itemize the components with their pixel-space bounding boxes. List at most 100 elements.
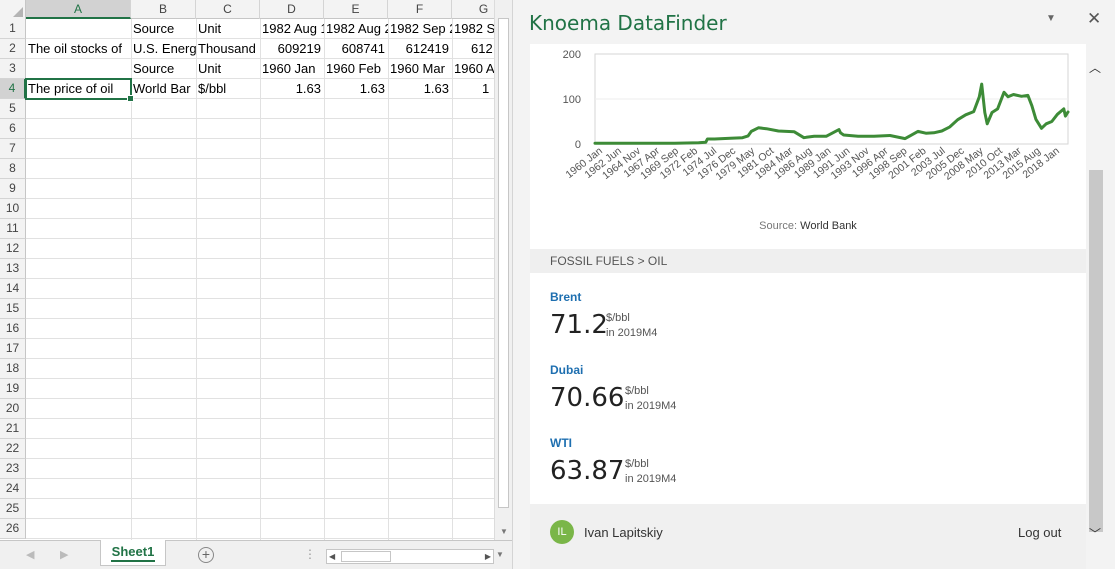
- cell-e3[interactable]: 1960 Feb: [326, 61, 381, 76]
- row-header[interactable]: 17: [0, 339, 26, 359]
- scroll-down-icon[interactable]: ▼: [500, 527, 508, 536]
- row-header[interactable]: 4: [0, 79, 26, 99]
- cell-b2[interactable]: U.S. Energ: [133, 41, 196, 56]
- price-period: in 2019M4: [625, 473, 677, 485]
- row-header[interactable]: 21: [0, 419, 26, 439]
- horizontal-scrollbar[interactable]: ◀ ▶: [326, 549, 494, 564]
- logout-link[interactable]: Log out: [1018, 525, 1062, 540]
- row-header[interactable]: 5: [0, 99, 26, 119]
- cell-b1[interactable]: Source: [133, 21, 175, 36]
- select-all-corner[interactable]: [0, 0, 26, 19]
- chevron-down-icon[interactable]: ﹀: [1089, 527, 1102, 541]
- gridline: [324, 19, 325, 540]
- row-header[interactable]: 10: [0, 199, 26, 219]
- scroll-right-icon[interactable]: ▶: [484, 552, 491, 561]
- breadcrumb[interactable]: FOSSIL FUELS > OIL: [530, 249, 1086, 273]
- row-header[interactable]: 26: [0, 519, 26, 539]
- row-header[interactable]: 23: [0, 459, 26, 479]
- series-line: [593, 82, 1070, 145]
- column-header-c[interactable]: C: [196, 0, 260, 19]
- column-header-e[interactable]: E: [324, 0, 388, 19]
- row-header[interactable]: 19: [0, 379, 26, 399]
- vertical-scrollbar[interactable]: ▼: [494, 0, 512, 540]
- price-value: 70.66: [550, 383, 625, 413]
- cell-c2[interactable]: Thousand: [198, 41, 256, 56]
- row-header[interactable]: 1: [0, 19, 26, 39]
- cell-grid[interactable]: A B C D E F G 1 2 3 4 5 6 7 8 9 10 11 12 13 14 15 16 17 1…: [0, 0, 494, 540]
- cell-g4[interactable]: 1: [482, 81, 490, 96]
- horizontal-scrollbar-thumb[interactable]: [341, 551, 391, 562]
- gridline: [196, 19, 197, 540]
- cell-e1[interactable]: 1982 Aug 2: [326, 21, 388, 36]
- cell-f2[interactable]: 612419: [405, 41, 449, 56]
- cell-b4[interactable]: World Bar: [133, 81, 191, 96]
- row-header[interactable]: 11: [0, 219, 26, 239]
- splitter-handle-icon[interactable]: ⋮: [304, 547, 316, 561]
- scroll-down-corner-icon[interactable]: ▼: [496, 550, 504, 559]
- cell-b3[interactable]: Source: [133, 61, 175, 76]
- scroll-left-icon[interactable]: ◀: [329, 552, 336, 561]
- task-pane: Knoema DataFinder ▼ ✕ 0 100 200 1960 Jan 196…: [512, 0, 1115, 569]
- cell-f1[interactable]: 1982 Sep 2: [390, 21, 452, 36]
- row-header[interactable]: 7: [0, 139, 26, 159]
- scrollbar-thumb[interactable]: [498, 18, 509, 508]
- gridline: [260, 19, 261, 540]
- row-header[interactable]: 22: [0, 439, 26, 459]
- cell-g1[interactable]: 1982 S: [454, 21, 494, 36]
- user-footer: IL Ivan Lapitskiy Log out: [530, 504, 1086, 569]
- cell-d1[interactable]: 1982 Aug 1: [262, 21, 324, 36]
- tab-prev-icon[interactable]: ◀: [26, 549, 35, 561]
- chart-source: Source: World Bank: [530, 220, 1086, 232]
- price-name[interactable]: WTI: [550, 436, 572, 450]
- column-header-a[interactable]: A: [26, 0, 131, 19]
- row-header[interactable]: 25: [0, 499, 26, 519]
- price-name[interactable]: Dubai: [550, 363, 584, 377]
- row-header[interactable]: 18: [0, 359, 26, 379]
- pane-scrollbar[interactable]: ︿ ﹀: [1086, 44, 1106, 550]
- cell-d2[interactable]: 609219: [277, 41, 321, 56]
- sheet-tab[interactable]: Sheet1: [100, 540, 166, 566]
- cell-d4[interactable]: 1.63: [295, 81, 321, 96]
- source-name[interactable]: World Bank: [800, 220, 857, 232]
- cell-e2[interactable]: 608741: [341, 41, 385, 56]
- source-label: Source:: [759, 220, 798, 232]
- pane-scrollbar-thumb[interactable]: [1089, 170, 1103, 532]
- user-name: Ivan Lapitskiy: [584, 525, 663, 540]
- row-header[interactable]: 13: [0, 259, 26, 279]
- row-header[interactable]: 15: [0, 299, 26, 319]
- chevron-down-icon[interactable]: ▼: [1046, 13, 1056, 24]
- cell-c4[interactable]: $/bbl: [198, 81, 227, 96]
- price-dubai[interactable]: Dubai 70.66 $/bbl in 2019M4: [550, 363, 676, 413]
- column-header-b[interactable]: B: [131, 0, 196, 19]
- row-header[interactable]: 24: [0, 479, 26, 499]
- price-name[interactable]: Brent: [550, 290, 582, 304]
- row-header[interactable]: 16: [0, 319, 26, 339]
- close-icon[interactable]: ✕: [1087, 9, 1102, 28]
- row-header[interactable]: 12: [0, 239, 26, 259]
- column-header-d[interactable]: D: [260, 0, 324, 19]
- chevron-up-icon[interactable]: ︿: [1089, 61, 1102, 75]
- row-header[interactable]: 3: [0, 59, 26, 79]
- price-brent[interactable]: Brent 71.2 $/bbl in 2019M4: [550, 290, 657, 340]
- column-header-g[interactable]: G: [452, 0, 494, 19]
- cell-d3[interactable]: 1960 Jan: [262, 61, 316, 76]
- cell-a4[interactable]: The price of oil: [28, 81, 114, 96]
- cell-c1[interactable]: Unit: [198, 21, 222, 36]
- row-header[interactable]: 6: [0, 119, 26, 139]
- cell-a2[interactable]: The oil stocks of: [28, 41, 122, 56]
- row-header[interactable]: 2: [0, 39, 26, 59]
- tab-next-icon[interactable]: ▶: [60, 549, 69, 561]
- cell-g3[interactable]: 1960 A: [454, 61, 494, 76]
- cell-f4[interactable]: 1.63: [423, 81, 449, 96]
- cell-c3[interactable]: Unit: [198, 61, 222, 76]
- row-header[interactable]: 9: [0, 179, 26, 199]
- cell-f3[interactable]: 1960 Mar: [390, 61, 445, 76]
- row-header[interactable]: 20: [0, 399, 26, 419]
- plus-circle-icon[interactable]: +: [198, 547, 214, 563]
- row-header[interactable]: 8: [0, 159, 26, 179]
- cell-g2[interactable]: 612: [471, 41, 493, 56]
- price-wti[interactable]: WTI 63.87 $/bbl in 2019M4: [550, 436, 676, 486]
- cell-e4[interactable]: 1.63: [359, 81, 385, 96]
- row-header[interactable]: 14: [0, 279, 26, 299]
- column-header-f[interactable]: F: [388, 0, 452, 19]
